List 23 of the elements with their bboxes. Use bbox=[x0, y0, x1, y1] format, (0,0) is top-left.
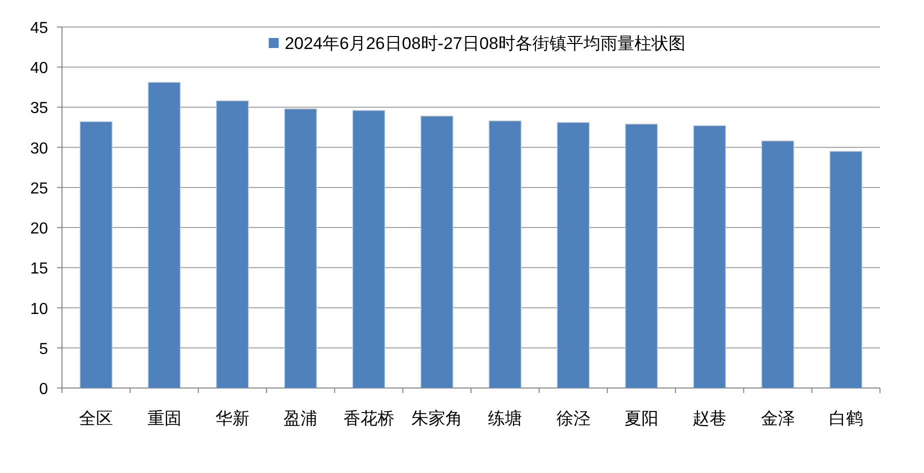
x-tick-label: 夏阳 bbox=[624, 409, 658, 429]
x-tick-label: 朱家角 bbox=[411, 409, 462, 429]
x-tick-label: 香花桥 bbox=[343, 409, 394, 429]
y-tick-label: 45 bbox=[30, 20, 48, 37]
y-tick-label: 0 bbox=[39, 381, 48, 398]
y-tick-label: 5 bbox=[39, 340, 48, 358]
x-tick-label: 赵巷 bbox=[692, 409, 727, 429]
x-tick-label: 华新 bbox=[215, 409, 250, 429]
y-tick-label: 10 bbox=[30, 300, 48, 318]
y-tick-label: 40 bbox=[30, 60, 48, 78]
y-tick-label: 25 bbox=[30, 180, 48, 198]
y-tick-label: 35 bbox=[30, 100, 48, 118]
x-tick-label: 重固 bbox=[147, 409, 182, 429]
x-tick-label: 全区 bbox=[79, 409, 114, 429]
x-tick-label: 练塘 bbox=[488, 409, 522, 429]
y-tick-label: 20 bbox=[30, 220, 48, 238]
x-tick-label: 白鹤 bbox=[828, 409, 863, 429]
x-tick-label: 金泽 bbox=[760, 409, 795, 429]
x-tick-label: 盈浦 bbox=[284, 409, 318, 429]
y-tick-label: 30 bbox=[30, 140, 48, 158]
legend-label: 2024年6月26日08时-27日08时各街镇平均雨量柱状图 bbox=[284, 34, 686, 53]
x-tick-label: 徐泾 bbox=[556, 409, 590, 429]
y-tick-label: 15 bbox=[30, 260, 48, 278]
